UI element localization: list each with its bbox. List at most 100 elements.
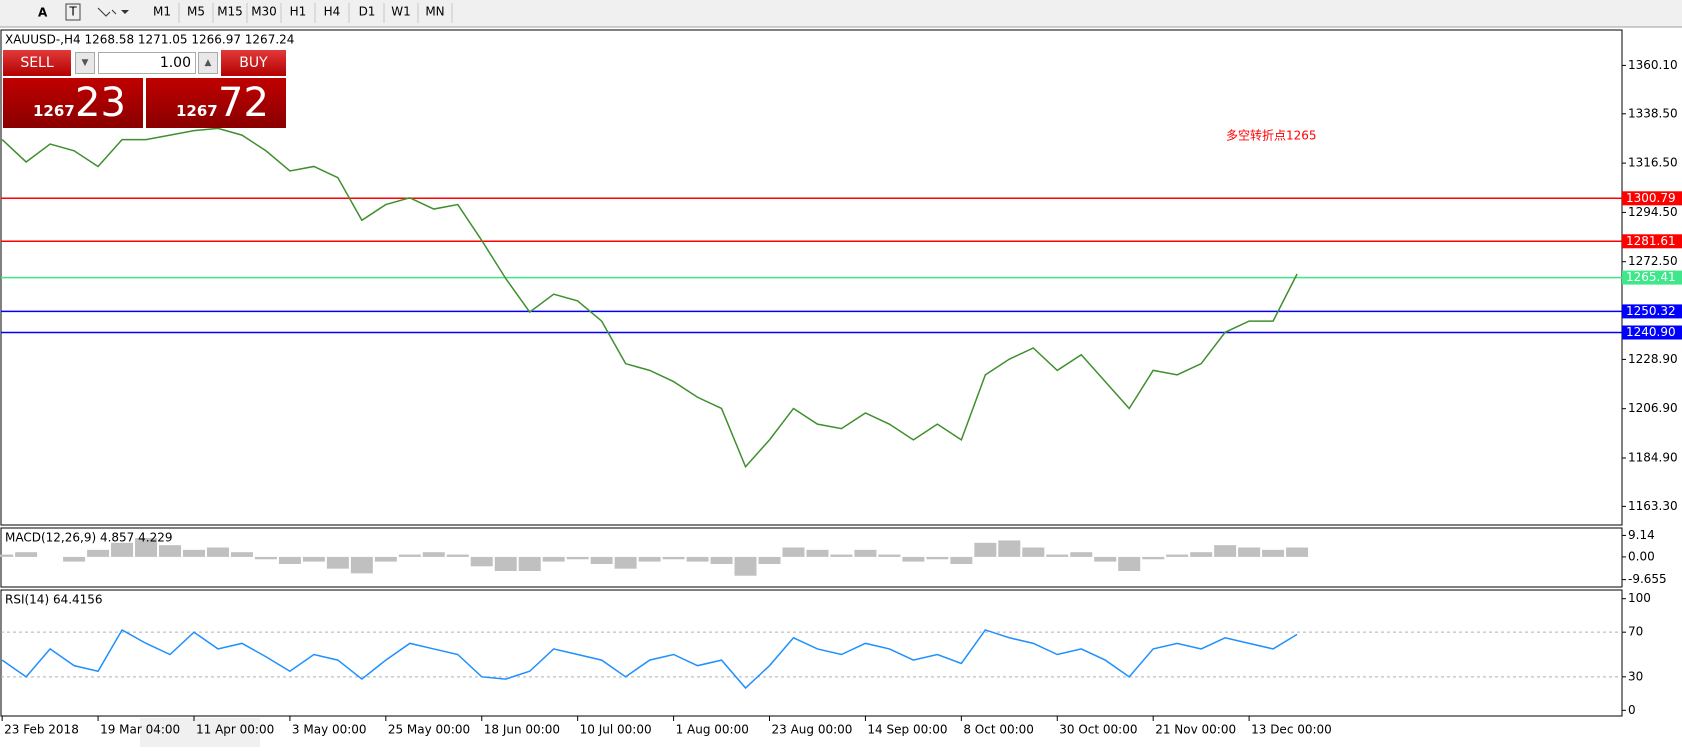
tool-label[interactable]: A [38,6,48,20]
histogram-bar [1262,549,1285,557]
ask-small: 72 [218,80,269,126]
toolbar [0,0,1682,27]
histogram-bar [374,556,397,562]
histogram-bar [398,554,421,557]
histogram-bar [878,554,901,557]
sell-button[interactable]: SELL [3,50,71,76]
x-tick-label: 13 Dec 00:00 [1251,723,1332,737]
histogram-bar [422,552,445,557]
timeframe-button[interactable]: M5 [187,5,205,19]
timeframe-button[interactable]: M15 [217,5,243,19]
level-label-bg [1622,270,1682,285]
histogram-bar [0,554,14,557]
histogram-bar [15,552,38,557]
timeframe-button[interactable]: M30 [251,5,277,19]
level-label: 1250.32 [1626,304,1676,318]
x-tick-label: 3 May 00:00 [292,723,367,737]
histogram-bar [542,556,565,562]
text-tool-glyph: T [68,5,77,19]
bid-small: 23 [75,80,126,126]
level-label: 1265.41 [1626,270,1676,284]
y-tick-label: 1360.10 [1628,58,1678,72]
histogram-bar [926,556,949,560]
x-tick-label: 21 Nov 00:00 [1155,723,1236,737]
y-tick-label: 1316.50 [1628,156,1678,170]
histogram-bar [998,540,1021,557]
histogram-bar [206,547,229,557]
lot-down[interactable]: ▼ [75,52,95,74]
histogram-bar [350,556,373,574]
level-label-bg [1622,304,1682,319]
histogram-bar [1190,552,1213,557]
histogram-bar [662,556,685,560]
y-tick-label: 70 [1628,625,1643,639]
y-tick-label: 1294.50 [1628,205,1678,219]
histogram-bar [326,556,349,569]
x-tick-label: 25 May 00:00 [388,723,470,737]
lot-up[interactable]: ▲ [198,52,218,74]
y-tick-label: 1184.90 [1628,450,1678,464]
histogram-bar [446,554,469,557]
histogram-bar [63,556,86,562]
price-line [1,628,1298,690]
histogram-bar [1022,547,1045,557]
histogram-bar [950,556,973,564]
y-tick-label: 1206.90 [1628,401,1678,415]
y-tick-label: 1338.50 [1628,106,1678,120]
histogram-bar [278,556,301,564]
histogram-bar [494,556,517,572]
bottom-tab[interactable] [140,718,260,747]
x-tick-label: 18 Jun 00:00 [484,723,560,737]
histogram-bar [518,556,541,572]
histogram-bar [1166,554,1189,557]
histogram-bar [734,556,757,576]
histogram-bar [470,556,493,567]
histogram-bar [566,556,589,560]
level-label-bg [1622,325,1682,340]
histogram-bar [758,556,781,564]
histogram-bar [1070,552,1093,557]
timeframe-button[interactable]: MN [425,5,444,19]
y-tick-label: 100 [1628,591,1651,605]
ask-box[interactable]: 1267 72 [146,78,286,128]
dropdown-icon[interactable] [121,10,129,14]
objects-icon[interactable] [97,7,117,17]
x-tick-label: 23 Feb 2018 [4,723,79,737]
annotation: 多空转折点1265 [1226,128,1317,143]
text-tool-icon[interactable] [65,3,81,21]
histogram-bar [135,538,158,557]
histogram-bar [782,547,805,557]
panel-title: RSI(14) 64.4156 [5,593,103,607]
level-label-bg [1622,191,1682,206]
histogram-bar [182,549,205,557]
histogram-bar [254,556,277,560]
lot-input[interactable]: 1.00 [98,52,196,74]
histogram-bar [902,556,925,562]
timeframe-button[interactable]: W1 [391,5,411,19]
level-label: 1281.61 [1626,234,1676,248]
panel-frame [0,589,1623,717]
y-tick-label: -9.655 [1628,572,1667,586]
y-tick-label: 9.14 [1628,528,1655,542]
panel-title: XAUUSD-,H4 1268.58 1271.05 1266.97 1267.… [5,33,294,47]
timeframe-button[interactable]: H4 [324,5,341,19]
x-tick-label: 8 Oct 00:00 [963,723,1034,737]
timeframe-button[interactable]: D1 [359,5,376,19]
histogram-bar [590,556,613,564]
histogram-bar [686,556,709,562]
histogram-bar [230,552,253,557]
histogram-bar [302,556,325,562]
ask-big: 1267 [176,102,218,120]
histogram-bar [1118,556,1141,572]
buy-button[interactable]: BUY [221,50,286,76]
histogram-bar [638,556,661,562]
y-tick-label: 0.00 [1628,549,1655,563]
level-label: 1300.79 [1626,191,1676,205]
timeframe-button[interactable]: H1 [290,5,307,19]
x-tick-label: 19 Mar 04:00 [100,723,180,737]
timeframe-button[interactable]: M1 [153,5,171,19]
x-tick-label: 14 Sep 00:00 [867,723,947,737]
bid-big: 1267 [33,102,75,120]
bid-box[interactable]: 1267 23 [3,78,143,128]
